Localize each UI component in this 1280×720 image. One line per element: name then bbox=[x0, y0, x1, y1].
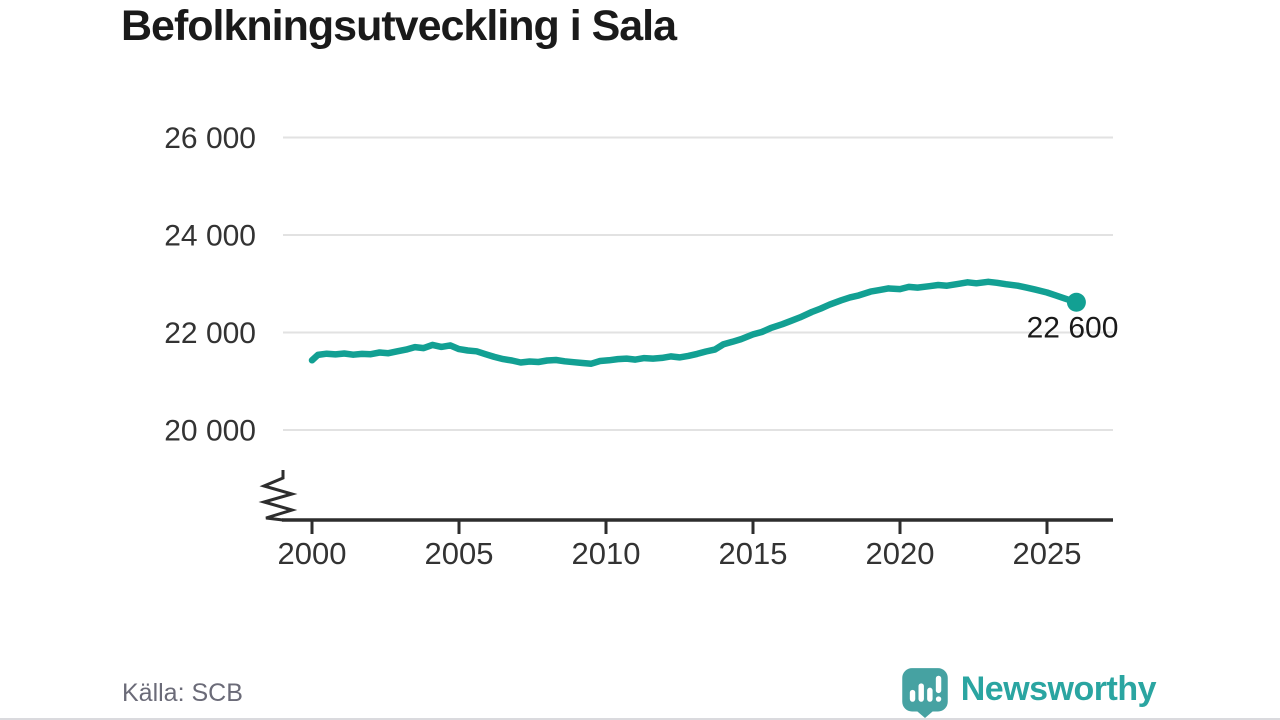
x-axis-tick-label: 2015 bbox=[719, 536, 788, 571]
end-value-label: 22 600 bbox=[1027, 311, 1119, 344]
bottom-divider bbox=[0, 718, 1280, 720]
population-line bbox=[308, 278, 1080, 367]
exclamation-dot bbox=[935, 696, 941, 702]
source-label: Källa: SCB bbox=[122, 679, 243, 707]
end-point-dot bbox=[1066, 292, 1086, 312]
page-title: Befolkningsutveckling i Sala bbox=[121, 2, 677, 50]
y-axis-tick-label: 24 000 bbox=[164, 220, 256, 253]
speech-bubble-shape bbox=[901, 668, 948, 718]
x-axis-tick-label: 2000 bbox=[278, 536, 347, 571]
x-axis-tick-label: 2020 bbox=[866, 536, 935, 571]
axis-break-zigzag bbox=[258, 470, 298, 522]
x-axis-tick-label: 2025 bbox=[1013, 536, 1082, 571]
bar-1 bbox=[909, 689, 915, 702]
newsworthy-logo-icon bbox=[901, 668, 948, 718]
x-axis-tick-label: 2005 bbox=[425, 536, 494, 571]
y-axis-tick-label: 22 000 bbox=[164, 317, 256, 350]
bar-2 bbox=[918, 683, 924, 702]
newsworthy-logo-text: Newsworthy bbox=[960, 670, 1157, 708]
x-axis-tick-label: 2010 bbox=[572, 536, 641, 571]
exclamation-bar bbox=[935, 675, 941, 694]
bar-3 bbox=[926, 687, 933, 702]
y-axis-tick-label: 20 000 bbox=[164, 415, 256, 448]
newsworthy-logo: Newsworthy bbox=[899, 666, 1157, 718]
y-axis-tick-label: 26 000 bbox=[164, 122, 256, 155]
